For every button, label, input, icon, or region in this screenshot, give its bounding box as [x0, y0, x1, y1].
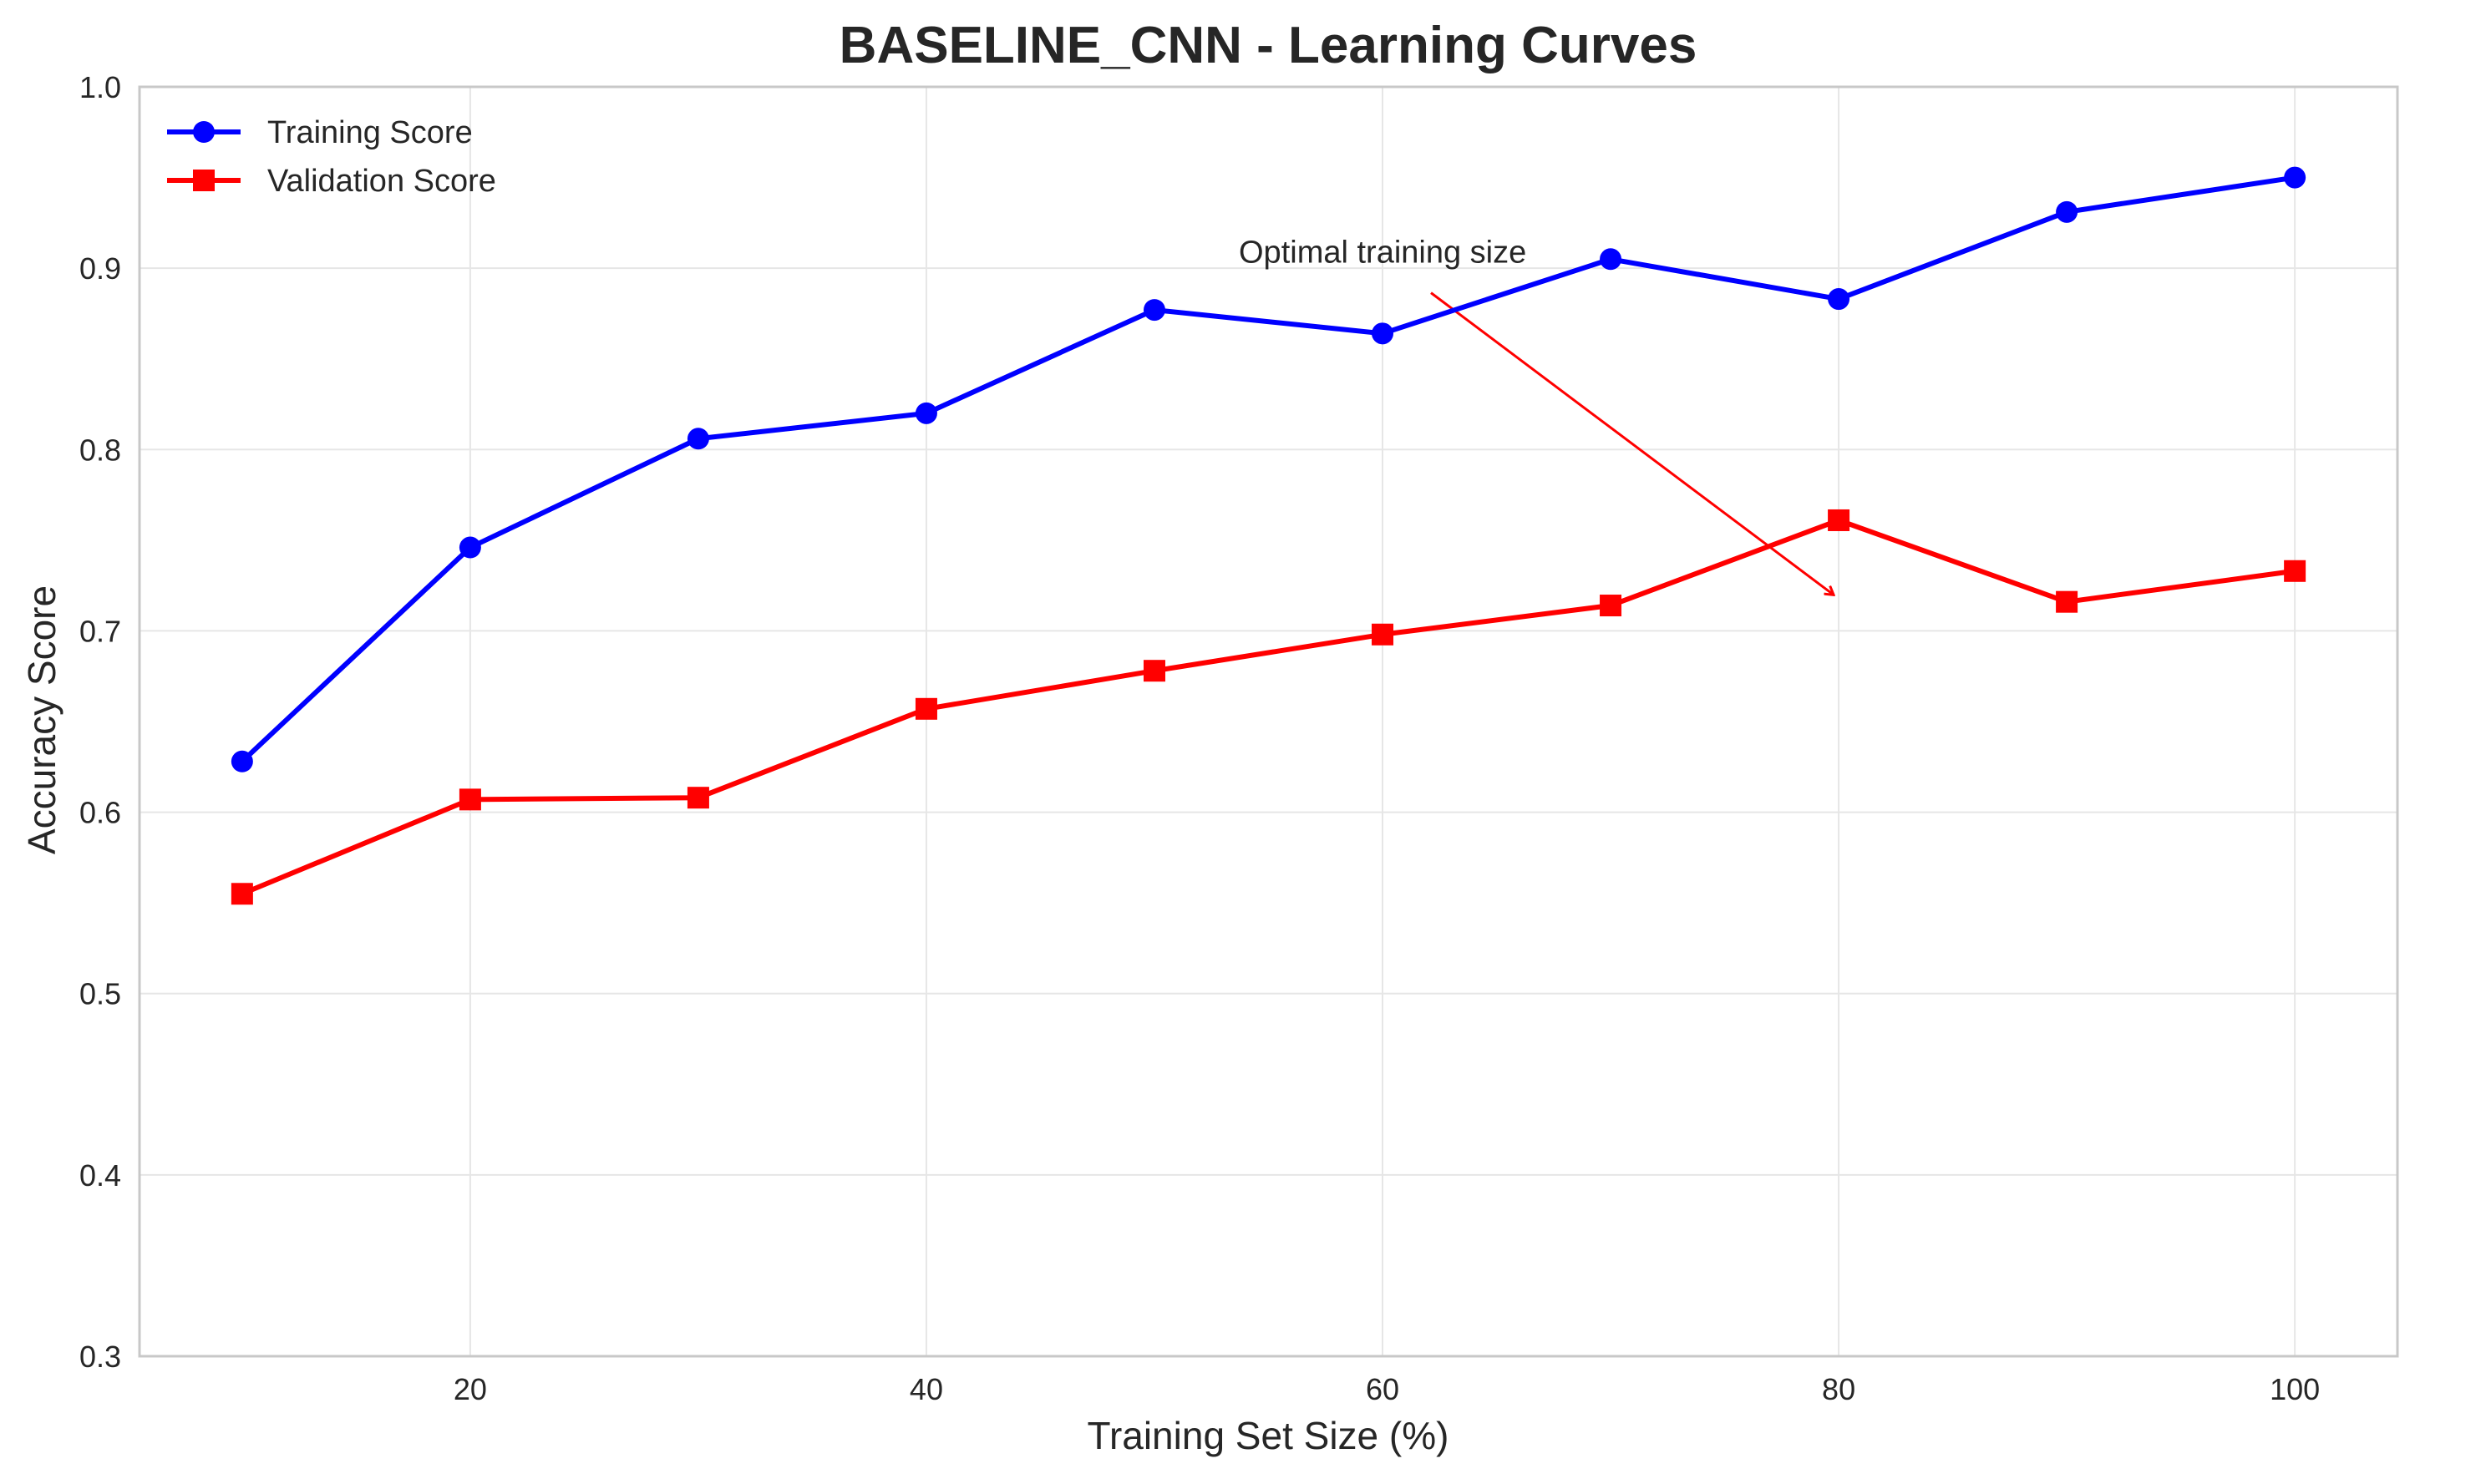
y-tick-label: 0.9 — [79, 251, 121, 286]
y-tick-label: 0.8 — [79, 433, 121, 467]
legend-marker-square — [193, 170, 215, 191]
x-tick-label: 20 — [454, 1372, 487, 1406]
y-axis-label: Accuracy Score — [20, 585, 63, 854]
legend-label-1: Validation Score — [267, 164, 496, 199]
y-tick-label: 0.3 — [79, 1340, 121, 1374]
x-tick-label: 60 — [1366, 1372, 1399, 1406]
training-point — [1143, 299, 1165, 322]
annotation-arrow — [1430, 291, 1834, 595]
training-point — [1600, 248, 1622, 271]
series-layer — [231, 166, 2306, 905]
legend-label-0: Training Score — [267, 115, 473, 150]
validation-point — [1143, 660, 1165, 682]
y-tick-label: 0.5 — [79, 977, 121, 1011]
legend: Training Score Validation Score — [167, 115, 496, 199]
x-axis-label: Training Set Size (%) — [1088, 1414, 1449, 1457]
x-tick-label: 100 — [2270, 1372, 2320, 1406]
training-point — [2284, 166, 2306, 189]
series-line-1 — [241, 517, 2296, 897]
x-tick-label: 80 — [1822, 1372, 1855, 1406]
grid-lines — [140, 86, 2397, 1357]
y-tick-label: 1.0 — [79, 70, 121, 104]
validation-point — [915, 697, 937, 720]
training-point — [231, 750, 253, 772]
validation-point — [459, 788, 481, 811]
tick-labels: 0.3 0.4 0.5 0.6 0.7 0.8 0.9 1.0 20 40 60 80 100 — [79, 70, 2320, 1406]
annotation-text: Optimal training size — [1239, 236, 1526, 271]
y-tick-label: 0.6 — [79, 796, 121, 830]
legend-marker-circle — [193, 121, 215, 143]
validation-point — [687, 787, 709, 809]
training-point — [915, 402, 937, 424]
y-tick-label: 0.4 — [79, 1158, 121, 1193]
chart-title: BASELINE_CNN - Learning Curves — [840, 17, 1697, 74]
validation-point — [231, 883, 253, 905]
validation-point — [1372, 623, 1394, 646]
validation-point — [2056, 590, 2078, 613]
training-point — [1372, 322, 1394, 345]
annotations: Optimal training size — [1239, 236, 1834, 595]
x-tick-label: 40 — [910, 1372, 943, 1406]
training-point — [459, 536, 481, 559]
training-point — [2056, 200, 2078, 223]
validation-point — [1828, 509, 1850, 531]
validation-point — [1600, 595, 1622, 617]
series-line-0 — [240, 175, 2296, 763]
plot-frame — [138, 85, 2399, 1358]
training-point — [687, 428, 709, 450]
y-tick-label: 0.7 — [79, 614, 121, 648]
training-point — [1828, 288, 1850, 311]
validation-point — [2284, 560, 2306, 582]
